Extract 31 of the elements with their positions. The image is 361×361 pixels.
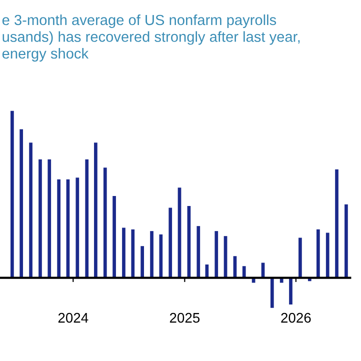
bar: [112, 196, 116, 278]
bar: [242, 266, 246, 278]
bar: [76, 178, 80, 278]
bar: [20, 129, 24, 278]
bar: [316, 229, 320, 278]
bar: [289, 278, 292, 304]
x-tick-label: 2025: [170, 312, 200, 323]
bar: [344, 204, 348, 278]
bar: [335, 169, 338, 278]
bar: [196, 226, 200, 278]
bar: [85, 159, 89, 278]
bar: [168, 208, 172, 278]
bar: [159, 234, 163, 278]
bar: [103, 168, 107, 278]
x-tick-label: 2024: [58, 312, 88, 323]
x-tick-label: 2026: [281, 312, 311, 323]
bar: [38, 159, 42, 278]
bar: [94, 142, 98, 278]
bar: [131, 229, 135, 278]
chart-title: e 3-month average of US nonfarm payrolls usands) has recovered strongly after last year, energy shock: [2, 14, 300, 62]
bar: [214, 231, 218, 278]
bar: [57, 179, 60, 278]
bar: [10, 110, 14, 278]
bar: [29, 142, 32, 278]
bar: [122, 228, 126, 278]
bar: [140, 246, 144, 278]
bar: [48, 159, 52, 278]
bar: [150, 231, 154, 278]
bar: [326, 232, 330, 278]
bar: [270, 278, 274, 308]
bar: [298, 238, 302, 278]
